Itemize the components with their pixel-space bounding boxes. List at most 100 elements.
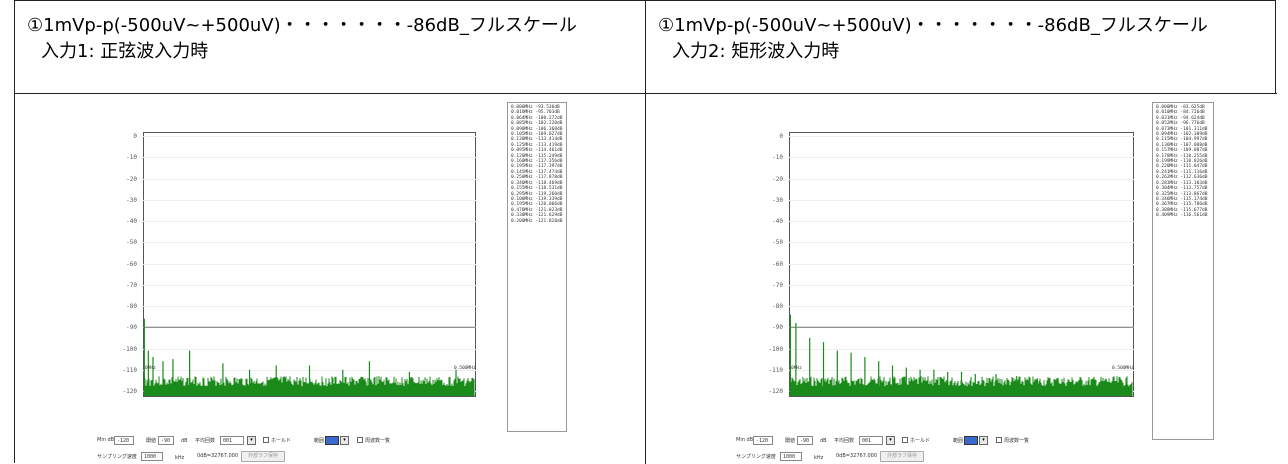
chevron-down-icon[interactable]: ▾	[886, 436, 895, 445]
peak-list-item: 0.195MHz -120.066dB	[511, 202, 563, 208]
y-tick-label: 0	[779, 133, 783, 140]
peak-list-item: 0.295MHz -119.260dB	[511, 191, 563, 197]
average-count-label: 平均回数	[195, 438, 216, 444]
peak-list-item: 0.367MHz -115.786dB	[1156, 202, 1208, 208]
threshold-input[interactable]: -90	[797, 436, 813, 445]
y-tick-label: -110	[768, 366, 783, 374]
sampling-rate-unit: kHz	[814, 455, 824, 461]
y-tick-label: -110	[122, 366, 137, 374]
peak-list-item: 0.000MHz -83.625dB	[1156, 105, 1205, 110]
y-tick-label: -90	[772, 324, 783, 332]
y-tick-label: -30	[126, 196, 137, 204]
gridline	[789, 242, 1134, 244]
y-tick-label: 0	[133, 133, 137, 140]
sampling-rate-input[interactable]: 1000	[141, 452, 163, 461]
chevron-down-icon[interactable]: ▾	[340, 436, 349, 445]
sampling-rate-label: サンプリング速度	[736, 454, 776, 460]
peak-list-item: 0.115MHz -104.997dB	[1156, 137, 1208, 143]
peak-list-item: 0.000MHz -93.536dB	[511, 105, 560, 110]
y-tick-label: -120	[768, 388, 783, 395]
y-tick-label: -60	[772, 260, 783, 268]
range-label: 範囲	[953, 438, 964, 444]
peak-list-item: 0.409MHz -116.561dB	[1156, 213, 1208, 219]
gridline	[789, 178, 1134, 180]
peak-frequency-list[interactable]: 0.000MHz -83.625dB 0.010MHz -84.726dB 0.03…	[1152, 102, 1214, 440]
zero-db-reference: 0dB=32767.000	[197, 453, 239, 459]
sampling-rate-unit: kHz	[175, 455, 185, 461]
db-unit-label: dB	[181, 438, 188, 444]
peak-list-item: 0.262MHz -112.636dB	[1156, 175, 1208, 181]
gridline	[789, 348, 1134, 350]
spectrum-chart	[789, 314, 1134, 396]
frequency-list-checkbox[interactable]	[996, 437, 1002, 443]
min-db-input[interactable]: -120	[114, 436, 134, 445]
peak-list-item: 0.095MHz -114.461dB	[511, 148, 563, 154]
y-tick-label: -40	[772, 218, 783, 225]
header-line2: 入力2: 矩形波入力時	[672, 41, 840, 62]
y-tick-label: -70	[126, 281, 137, 289]
gridline	[789, 369, 1134, 371]
y-tick-label: -50	[126, 239, 137, 247]
gridline	[789, 199, 1134, 201]
gridline	[143, 178, 476, 180]
chevron-down-icon[interactable]: ▾	[247, 436, 256, 445]
peak-list-item: 0.200MHz -121.828dB	[511, 218, 563, 224]
peak-list-item: 0.052MHz -96.776dB	[1156, 121, 1205, 127]
threshold-input[interactable]: -90	[158, 436, 174, 445]
peak-list-item: 0.010MHz -84.726dB	[1156, 110, 1205, 116]
header-cell-square: ①1mVp-p(-500uV~+500uV)・・・・・・・-86dB_フルスケー…	[646, 1, 1277, 94]
save-graph-button[interactable]: 外部ラフ保存	[880, 451, 924, 462]
spectrum-panel-sine: 0 -10 -20 -30 -40 -50 -60 -70 -80 -90 -100 -110 -120…	[15, 94, 646, 464]
gridline	[789, 263, 1134, 265]
gridline	[143, 199, 476, 201]
hold-checkbox[interactable]	[902, 437, 908, 443]
db-unit-label: dB	[820, 438, 827, 444]
frequency-list-label: 周波数一覧	[1004, 438, 1030, 444]
peak-list-item: 0.388MHz -115.677dB	[1156, 207, 1208, 213]
min-db-input[interactable]: -120	[753, 436, 773, 445]
gridline	[789, 284, 1134, 286]
peak-list-item: 0.157MHz -109.087dB	[1156, 148, 1208, 154]
sampling-rate-label: サンプリング速度	[97, 454, 137, 460]
gridline	[789, 157, 1134, 159]
y-tick-label: -60	[126, 260, 137, 268]
peak-list-item: 0.064MHz -100.272dB	[511, 115, 563, 121]
sampling-rate-input[interactable]: 1000	[780, 452, 802, 461]
spectrum-plot-area	[789, 132, 1134, 397]
range-select[interactable]	[964, 436, 978, 445]
peak-frequency-list[interactable]: 0.000MHz -93.536dB 0.010MHz -95.703dB 0.06…	[507, 102, 567, 432]
y-tick-label: -80	[772, 303, 783, 310]
peak-list-item: 0.094MHz -102.309dB	[1156, 132, 1208, 138]
peak-list-item: 0.130MHz -113.414dB	[511, 137, 563, 143]
peak-list-item: 0.250MHz -117.878dB	[511, 175, 563, 181]
hold-label: ホールド	[271, 438, 292, 444]
gridline	[143, 242, 476, 244]
peak-list-item: 0.100MHz -119.339dB	[511, 196, 563, 202]
y-tick-label: -40	[126, 218, 137, 225]
y-tick-label: -120	[122, 388, 137, 395]
header-line1: ①1mVp-p(-500uV~+500uV)・・・・・・・-86dB_フルスケー…	[27, 15, 577, 36]
range-label: 範囲	[314, 438, 325, 444]
peak-list-item: 0.178MHz -110.255dB	[1156, 153, 1208, 159]
y-tick-label: -30	[772, 196, 783, 204]
peak-list-item: 0.160MHz -117.356dB	[511, 159, 563, 165]
hold-checkbox[interactable]	[263, 437, 269, 443]
header-line1: ①1mVp-p(-500uV~+500uV)・・・・・・・-86dB_フルスケー…	[658, 15, 1208, 36]
x-end-label: 0.500MHz	[454, 366, 476, 371]
gridline	[789, 221, 1134, 222]
chevron-down-icon[interactable]: ▾	[979, 436, 988, 445]
gridline	[143, 306, 476, 307]
peak-list-item: 0.085MHz -102.220dB	[511, 121, 563, 127]
frequency-list-label: 周波数一覧	[365, 438, 391, 444]
peak-list-item: 0.325MHz -113.867dB	[1156, 191, 1208, 197]
average-count-select[interactable]: 001	[220, 436, 244, 445]
frequency-list-checkbox[interactable]	[357, 437, 363, 443]
range-select[interactable]	[325, 436, 339, 445]
average-count-label: 平均回数	[834, 438, 855, 444]
save-graph-button[interactable]: 外部ラフ保存	[241, 451, 285, 462]
y-tick-label: -70	[772, 281, 783, 289]
y-tick-label: -10	[772, 154, 783, 162]
peak-list-item: 0.145MHz -117.474dB	[511, 169, 563, 175]
average-count-select[interactable]: 001	[859, 436, 883, 445]
peak-list-item: 0.330MHz -121.629dB	[511, 213, 563, 219]
